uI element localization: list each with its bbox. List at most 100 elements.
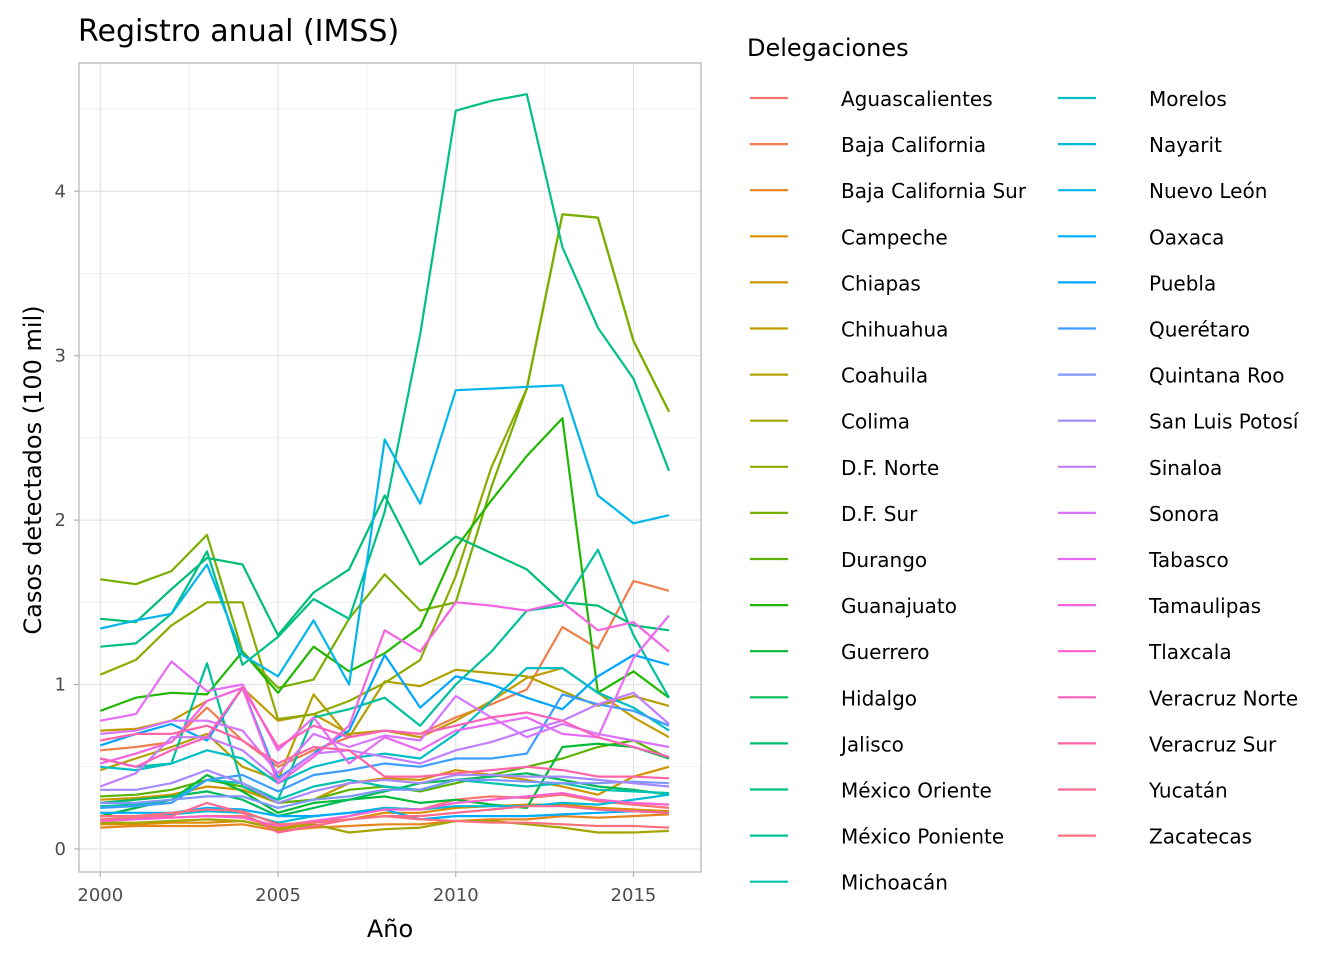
legend-item: Veracruz Norte <box>1058 686 1298 710</box>
x-axis-ticks: 2000 2005 2010 2015 <box>77 872 656 906</box>
legend-item: D.F. Sur <box>750 502 918 526</box>
series-line <box>100 778 670 810</box>
legend-label: Tlaxcala <box>1148 640 1232 664</box>
major-gridlines <box>79 63 701 872</box>
legend-label: Tamaulipas <box>1148 594 1261 618</box>
series-lines <box>99 93 671 834</box>
legend-label: Michoacán <box>841 871 948 895</box>
legend-label: Coahuila <box>841 364 928 388</box>
legend-label: Chihuahua <box>841 318 948 342</box>
legend-label: Zacatecas <box>1149 825 1252 849</box>
legend-label: Aguascalientes <box>841 87 993 111</box>
x-tick-label: 2010 <box>433 885 479 906</box>
x-axis-title: Año <box>367 915 413 943</box>
legend-item: Sonora <box>1058 502 1219 526</box>
legend-label: Durango <box>841 548 927 572</box>
legend-item: Campeche <box>750 225 948 249</box>
legend-item: Jalisco <box>750 732 904 756</box>
y-axis-title: Casos detectados (100 mil) <box>19 305 47 634</box>
legend-label: D.F. Norte <box>841 456 939 480</box>
legend-title: Delegaciones <box>747 34 909 62</box>
legend-item: Tabasco <box>1058 548 1229 572</box>
legend-label: Baja California <box>841 133 986 157</box>
x-tick-label: 2000 <box>77 885 123 906</box>
series-line <box>100 724 670 780</box>
legend-item: Aguascalientes <box>750 87 993 111</box>
series-line <box>100 693 670 809</box>
series-line <box>100 813 670 833</box>
legend-label: México Poniente <box>841 825 1004 849</box>
legend-item: San Luis Potosí <box>1058 410 1300 434</box>
legend-item: Colima <box>750 410 910 434</box>
series-line <box>100 494 670 637</box>
legend-label: Sonora <box>1149 502 1219 526</box>
legend-item: Durango <box>750 548 927 572</box>
series-line <box>100 548 670 801</box>
y-tick-label: 2 <box>55 510 66 531</box>
legend-item: Tlaxcala <box>1058 640 1232 664</box>
legend-label: México Oriente <box>841 779 992 803</box>
chart-title: Registro anual (IMSS) <box>78 14 399 49</box>
y-tick-label: 4 <box>55 181 66 202</box>
legend-item: Chiapas <box>750 271 921 295</box>
series-line <box>100 384 670 686</box>
legend-item: Morelos <box>1058 87 1227 111</box>
series-line <box>99 691 670 788</box>
y-tick-label: 1 <box>55 675 66 696</box>
legend-label: Sinaloa <box>1149 456 1222 480</box>
series-line <box>100 768 670 805</box>
legend-label: Nuevo León <box>1149 179 1267 203</box>
legend-label: Quintana Roo <box>1149 364 1285 388</box>
legend: Delegaciones Aguascalientes Baja Californ… <box>747 34 1300 895</box>
legend-item: Nuevo León <box>1058 179 1267 203</box>
legend-label: Oaxaca <box>1149 225 1224 249</box>
legend-item: Coahuila <box>750 364 928 388</box>
legend-item: Quintana Roo <box>1058 364 1285 388</box>
legend-label: Guerrero <box>841 640 929 664</box>
legend-item: Hidalgo <box>750 686 917 710</box>
y-axis-ticks: 0 1 2 3 4 <box>55 181 79 860</box>
series-line <box>100 742 670 818</box>
legend-item: México Oriente <box>750 779 992 803</box>
series-line <box>100 808 670 829</box>
legend-label: Guanajuato <box>841 594 957 618</box>
legend-label: Campeche <box>841 225 948 249</box>
series-line <box>100 666 670 785</box>
series-line <box>100 803 670 829</box>
series-line <box>100 791 670 828</box>
series-line <box>100 213 670 689</box>
legend-item: Zacatecas <box>1058 825 1252 849</box>
series-line <box>100 793 670 824</box>
legend-item: D.F. Norte <box>750 456 939 480</box>
x-tick-label: 2015 <box>611 885 657 906</box>
legend-item: Chihuahua <box>750 318 948 342</box>
legend-item: Baja California Sur <box>750 179 1027 203</box>
legend-item: Guanajuato <box>750 594 957 618</box>
legend-item: Guerrero <box>750 640 929 664</box>
legend-label: Chiapas <box>841 271 921 295</box>
series-line <box>100 686 670 768</box>
legend-item: Oaxaca <box>1058 225 1224 249</box>
series-line <box>100 601 670 785</box>
x-tick-label: 2005 <box>255 885 301 906</box>
legend-item: Yucatán <box>1058 779 1228 803</box>
legend-label: Jalisco <box>839 732 904 756</box>
legend-label: San Luis Potosí <box>1149 410 1300 434</box>
legend-label: Veracruz Sur <box>1149 732 1277 756</box>
legend-item: Tamaulipas <box>1058 594 1261 618</box>
legend-item: Querétaro <box>1058 318 1250 342</box>
plot-border <box>78 62 702 873</box>
y-tick-label: 3 <box>55 346 66 367</box>
y-tick-label: 0 <box>55 839 66 860</box>
legend-label: Veracruz Norte <box>1149 686 1298 710</box>
series-line <box>100 818 670 834</box>
legend-label: D.F. Sur <box>841 502 918 526</box>
legend-item: Puebla <box>1058 271 1216 295</box>
legend-label: Tabasco <box>1148 548 1229 572</box>
legend-label: Morelos <box>1149 87 1227 111</box>
legend-item: Michoacán <box>750 871 948 895</box>
legend-label: Hidalgo <box>841 686 917 710</box>
legend-label: Yucatán <box>1148 779 1228 803</box>
legend-label: Baja California Sur <box>841 179 1027 203</box>
